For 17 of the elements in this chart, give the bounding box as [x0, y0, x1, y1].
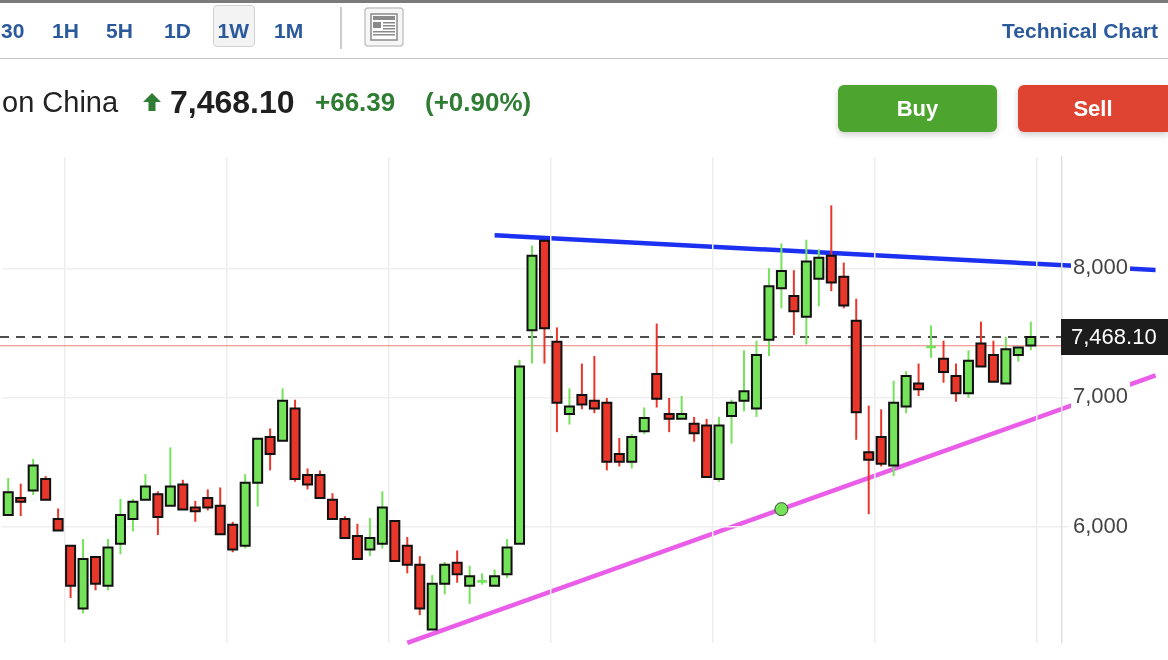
- text: 1M: [274, 19, 304, 43]
- text: 7,468.10: [170, 84, 295, 120]
- text: 1H: [52, 19, 79, 43]
- y-tick-label: 8,000: [1073, 254, 1129, 280]
- y-tick-label: 7,000: [1073, 383, 1129, 409]
- text: 30: [1, 19, 25, 43]
- text: Technical Chart: [1002, 19, 1158, 43]
- chart-title: on China: [2, 85, 119, 119]
- text: (+0.90%): [425, 87, 532, 117]
- buy-button: Buy: [838, 85, 997, 132]
- sell-button: Sell: [1018, 85, 1168, 132]
- y-tick-label: 6,000: [1073, 512, 1129, 538]
- ref-line-label: 7,468.10: [1071, 324, 1157, 350]
- text: 5H: [106, 19, 133, 43]
- selected-tab: 1W: [213, 5, 255, 47]
- text: +66.39: [315, 87, 396, 117]
- text: 1D: [164, 19, 191, 43]
